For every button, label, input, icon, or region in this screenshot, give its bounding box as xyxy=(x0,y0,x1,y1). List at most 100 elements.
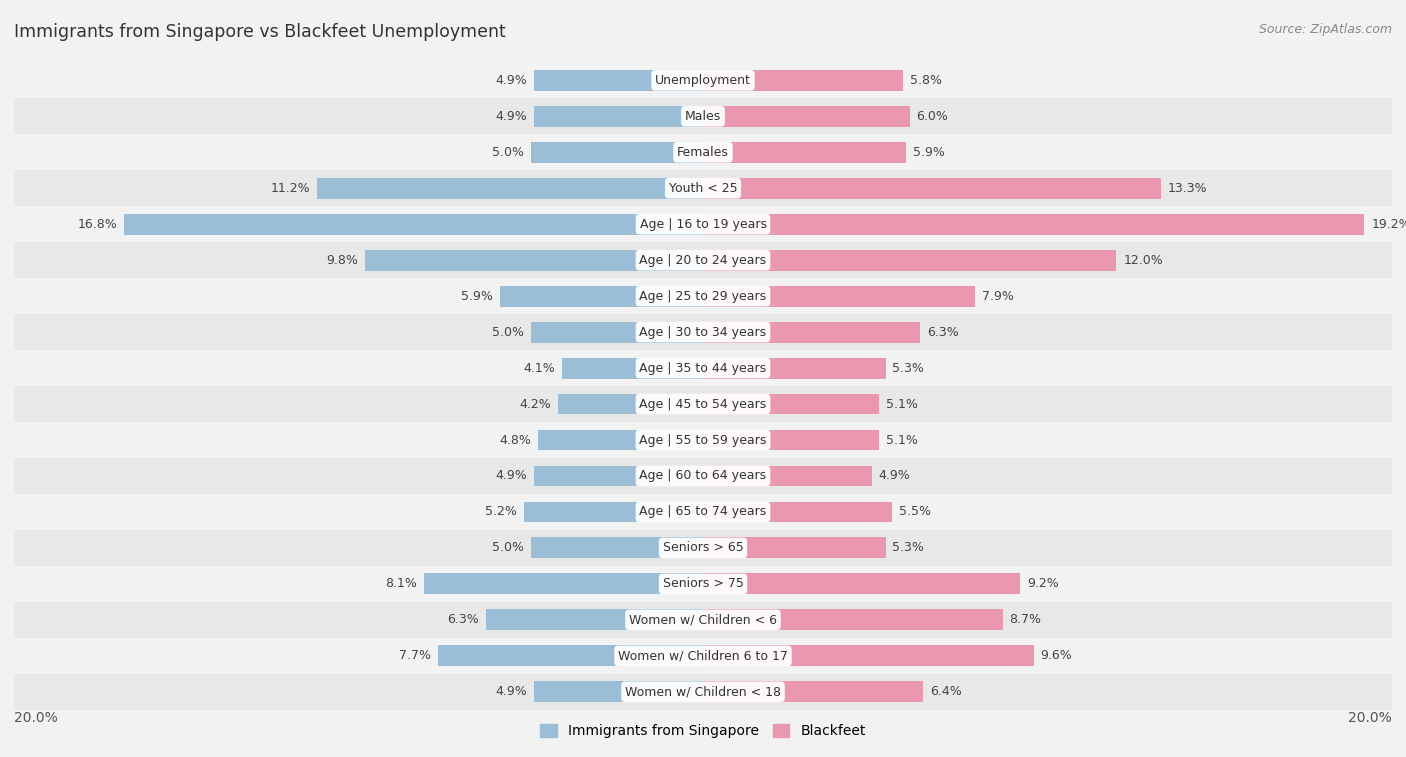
Text: 5.9%: 5.9% xyxy=(461,290,494,303)
Bar xyxy=(14,638,1392,674)
Text: 4.9%: 4.9% xyxy=(495,74,527,87)
Bar xyxy=(531,537,703,559)
Text: 11.2%: 11.2% xyxy=(271,182,311,195)
Bar xyxy=(499,285,703,307)
Text: 4.2%: 4.2% xyxy=(520,397,551,410)
Bar xyxy=(425,574,703,594)
Text: Males: Males xyxy=(685,110,721,123)
Text: 5.3%: 5.3% xyxy=(893,541,924,554)
Text: Age | 30 to 34 years: Age | 30 to 34 years xyxy=(640,326,766,338)
Text: 4.9%: 4.9% xyxy=(879,469,911,482)
Text: 9.6%: 9.6% xyxy=(1040,650,1073,662)
Bar xyxy=(703,394,879,415)
Bar xyxy=(534,70,703,91)
Legend: Immigrants from Singapore, Blackfeet: Immigrants from Singapore, Blackfeet xyxy=(534,718,872,743)
Text: 4.8%: 4.8% xyxy=(499,434,531,447)
Text: 6.3%: 6.3% xyxy=(447,613,479,626)
Text: 8.7%: 8.7% xyxy=(1010,613,1042,626)
Text: Age | 60 to 64 years: Age | 60 to 64 years xyxy=(640,469,766,482)
Bar xyxy=(703,609,1002,631)
Text: 4.9%: 4.9% xyxy=(495,685,527,698)
Bar xyxy=(437,646,703,666)
Text: Women w/ Children < 6: Women w/ Children < 6 xyxy=(628,613,778,626)
Bar xyxy=(531,322,703,343)
Text: 12.0%: 12.0% xyxy=(1123,254,1163,266)
Bar xyxy=(703,285,976,307)
Bar xyxy=(703,681,924,702)
Text: Age | 25 to 29 years: Age | 25 to 29 years xyxy=(640,290,766,303)
Bar xyxy=(531,142,703,163)
Bar xyxy=(14,242,1392,278)
Bar xyxy=(703,142,907,163)
Bar xyxy=(14,134,1392,170)
Text: 19.2%: 19.2% xyxy=(1371,218,1406,231)
Bar xyxy=(14,278,1392,314)
Text: 16.8%: 16.8% xyxy=(77,218,117,231)
Bar xyxy=(562,357,703,378)
Bar xyxy=(366,250,703,270)
Text: 5.5%: 5.5% xyxy=(900,506,931,519)
Text: Age | 45 to 54 years: Age | 45 to 54 years xyxy=(640,397,766,410)
Text: 9.2%: 9.2% xyxy=(1026,578,1059,590)
Text: 4.9%: 4.9% xyxy=(495,110,527,123)
Bar xyxy=(14,98,1392,134)
Text: 6.4%: 6.4% xyxy=(931,685,962,698)
Bar xyxy=(558,394,703,415)
Bar xyxy=(703,646,1033,666)
Text: 9.8%: 9.8% xyxy=(326,254,359,266)
Bar xyxy=(703,322,920,343)
Bar xyxy=(703,250,1116,270)
Bar xyxy=(486,609,703,631)
Text: 6.3%: 6.3% xyxy=(927,326,959,338)
Bar xyxy=(703,537,886,559)
Text: 4.1%: 4.1% xyxy=(523,362,555,375)
Bar xyxy=(14,62,1392,98)
Bar xyxy=(14,494,1392,530)
Bar xyxy=(14,350,1392,386)
Text: Age | 35 to 44 years: Age | 35 to 44 years xyxy=(640,362,766,375)
Text: 5.0%: 5.0% xyxy=(492,146,524,159)
Bar xyxy=(703,466,872,487)
Text: 7.9%: 7.9% xyxy=(981,290,1014,303)
Bar xyxy=(537,429,703,450)
Text: Age | 20 to 24 years: Age | 20 to 24 years xyxy=(640,254,766,266)
Text: Age | 65 to 74 years: Age | 65 to 74 years xyxy=(640,506,766,519)
Text: 5.8%: 5.8% xyxy=(910,74,942,87)
Bar xyxy=(318,178,703,198)
Text: Seniors > 65: Seniors > 65 xyxy=(662,541,744,554)
Bar xyxy=(14,566,1392,602)
Bar xyxy=(703,429,879,450)
Bar xyxy=(14,530,1392,566)
Text: 7.7%: 7.7% xyxy=(399,650,430,662)
Text: 5.2%: 5.2% xyxy=(485,506,517,519)
Text: Females: Females xyxy=(678,146,728,159)
Text: Age | 55 to 59 years: Age | 55 to 59 years xyxy=(640,434,766,447)
Text: Unemployment: Unemployment xyxy=(655,74,751,87)
Bar xyxy=(703,574,1019,594)
Bar xyxy=(14,422,1392,458)
Bar xyxy=(703,106,910,126)
Bar xyxy=(703,213,1364,235)
Bar xyxy=(14,458,1392,494)
Text: Immigrants from Singapore vs Blackfeet Unemployment: Immigrants from Singapore vs Blackfeet U… xyxy=(14,23,506,41)
Bar xyxy=(524,502,703,522)
Text: Youth < 25: Youth < 25 xyxy=(669,182,737,195)
Text: 5.1%: 5.1% xyxy=(886,397,918,410)
Text: 20.0%: 20.0% xyxy=(1348,711,1392,724)
Bar xyxy=(534,466,703,487)
Text: 5.0%: 5.0% xyxy=(492,541,524,554)
Bar xyxy=(124,213,703,235)
Text: 6.0%: 6.0% xyxy=(917,110,949,123)
Bar xyxy=(703,70,903,91)
Bar xyxy=(14,170,1392,206)
Bar xyxy=(14,674,1392,710)
Bar xyxy=(14,602,1392,638)
Text: Seniors > 75: Seniors > 75 xyxy=(662,578,744,590)
Text: Source: ZipAtlas.com: Source: ZipAtlas.com xyxy=(1258,23,1392,36)
Bar xyxy=(534,106,703,126)
Bar xyxy=(703,502,893,522)
Bar xyxy=(14,386,1392,422)
Text: 5.1%: 5.1% xyxy=(886,434,918,447)
Text: 5.0%: 5.0% xyxy=(492,326,524,338)
Text: Women w/ Children < 18: Women w/ Children < 18 xyxy=(626,685,780,698)
